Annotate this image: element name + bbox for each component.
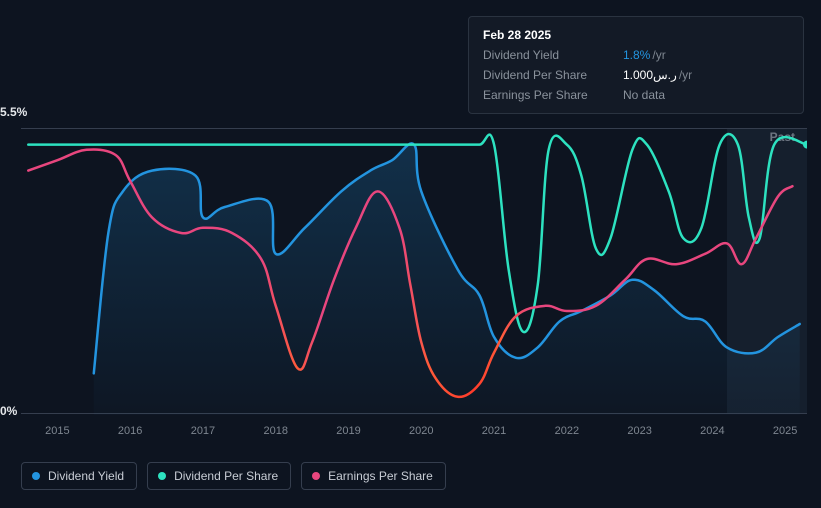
x-tick-2024: 2024 <box>700 425 724 437</box>
y-axis-max-label: 5.5% <box>0 105 27 119</box>
y-axis-min-label: 0% <box>0 404 17 418</box>
tooltip-row-2: Earnings Per Share No data <box>469 85 803 105</box>
x-tick-2017: 2017 <box>191 425 215 437</box>
legend-label-0: Dividend Yield <box>48 469 124 483</box>
chart-svg <box>21 129 807 415</box>
x-tick-2016: 2016 <box>118 425 142 437</box>
legend-item-earnings-per-share[interactable]: Earnings Per Share <box>301 462 446 490</box>
chart-plot-area[interactable] <box>21 128 807 414</box>
tooltip-suffix-0: /yr <box>652 47 665 63</box>
legend-dot-1 <box>158 472 166 480</box>
chart-tooltip: Feb 28 2025 Dividend Yield 1.8% /yr Divi… <box>468 16 804 114</box>
legend-item-dividend-yield[interactable]: Dividend Yield <box>21 462 137 490</box>
chart-legend: Dividend Yield Dividend Per Share Earnin… <box>21 462 446 490</box>
tooltip-label-0: Dividend Yield <box>483 47 623 63</box>
tooltip-date-row: Feb 28 2025 <box>469 25 803 45</box>
x-tick-2023: 2023 <box>627 425 651 437</box>
x-tick-2015: 2015 <box>45 425 69 437</box>
x-tick-2025: 2025 <box>773 425 797 437</box>
x-axis: 2015 2016 2017 2018 2019 2020 2021 2022 2023 2024… <box>21 425 807 445</box>
tooltip-label-2: Earnings Per Share <box>483 87 623 103</box>
tooltip-value-2: No data <box>623 87 665 103</box>
tooltip-value-1: 1.000ر.س <box>623 67 677 83</box>
x-tick-2021: 2021 <box>482 425 506 437</box>
legend-item-dividend-per-share[interactable]: Dividend Per Share <box>147 462 291 490</box>
legend-dot-2 <box>312 472 320 480</box>
tooltip-label-1: Dividend Per Share <box>483 67 623 83</box>
tooltip-row-1: Dividend Per Share 1.000ر.س /yr <box>469 65 803 85</box>
x-tick-2022: 2022 <box>555 425 579 437</box>
x-tick-2018: 2018 <box>263 425 287 437</box>
tooltip-value-0: 1.8% <box>623 47 650 63</box>
legend-dot-0 <box>32 472 40 480</box>
legend-label-1: Dividend Per Share <box>174 469 278 483</box>
legend-label-2: Earnings Per Share <box>328 469 433 483</box>
tooltip-date: Feb 28 2025 <box>483 27 551 43</box>
x-tick-2020: 2020 <box>409 425 433 437</box>
tooltip-row-0: Dividend Yield 1.8% /yr <box>469 45 803 65</box>
tooltip-suffix-1: /yr <box>679 67 692 83</box>
x-tick-2019: 2019 <box>336 425 360 437</box>
